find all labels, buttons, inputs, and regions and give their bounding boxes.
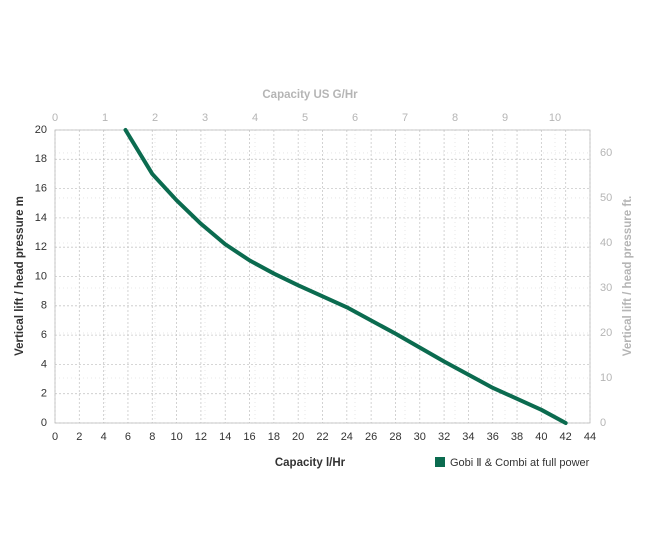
x2-tick-label: 4 [252, 112, 258, 124]
x-tick-label: 38 [511, 431, 523, 443]
x-tick-label: 44 [584, 431, 596, 443]
x-tick-label: 26 [365, 431, 377, 443]
x2-tick-label: 10 [549, 112, 561, 124]
x-tick-label: 40 [535, 431, 547, 443]
legend-label: Gobi Ⅱ & Combi at full power [450, 457, 590, 469]
y-tick-label: 2 [41, 388, 47, 400]
x-axis-label: Capacity l/Hr [275, 457, 346, 469]
y-tick-label: 14 [35, 212, 47, 224]
x-tick-label: 34 [462, 431, 474, 443]
y-tick-label: 4 [41, 358, 47, 370]
y2-tick-label: 40 [600, 237, 612, 249]
y-tick-label: 16 [35, 183, 47, 195]
y2-tick-label: 0 [600, 417, 606, 429]
x-tick-label: 24 [341, 431, 353, 443]
x-tick-label: 8 [149, 431, 155, 443]
y-tick-label: 0 [41, 417, 47, 429]
x-tick-label: 2 [76, 431, 82, 443]
x-tick-label: 0 [52, 431, 58, 443]
x-tick-label: 4 [101, 431, 107, 443]
y2-tick-label: 20 [600, 327, 612, 339]
y-tick-label: 6 [41, 329, 47, 341]
x-tick-label: 22 [316, 431, 328, 443]
x-tick-label: 18 [268, 431, 280, 443]
x-tick-label: 14 [219, 431, 231, 443]
y2-tick-label: 50 [600, 192, 612, 204]
x2-tick-label: 5 [302, 112, 308, 124]
x-tick-label: 36 [487, 431, 499, 443]
x2-axis-label: Capacity US G/Hr [262, 89, 358, 101]
x-tick-label: 30 [414, 431, 426, 443]
y-tick-label: 10 [35, 270, 47, 282]
x-tick-label: 12 [195, 431, 207, 443]
x2-tick-label: 3 [202, 112, 208, 124]
y-axis-label: Vertical lift / head pressure m [14, 196, 26, 356]
y2-tick-label: 60 [600, 147, 612, 159]
x-tick-label: 28 [389, 431, 401, 443]
y-tick-label: 8 [41, 300, 47, 312]
x2-tick-label: 6 [352, 112, 358, 124]
x-tick-label: 10 [170, 431, 182, 443]
line-series [123, 128, 568, 425]
plot-frame [54, 129, 591, 424]
x2-tick-label: 2 [152, 112, 158, 124]
x-tick-label: 20 [292, 431, 304, 443]
y2-axis-label: Vertical lift / head pressure ft. [622, 196, 634, 356]
y2-tick-label: 10 [600, 372, 612, 384]
y-tick-label: 12 [35, 241, 47, 253]
x-tick-label: 32 [438, 431, 450, 443]
x-tick-label: 42 [560, 431, 572, 443]
x2-tick-label: 9 [502, 112, 508, 124]
y-tick-label: 20 [35, 124, 47, 136]
x2-tick-label: 1 [102, 112, 108, 124]
legend-swatch [435, 457, 445, 467]
y-tick-label: 18 [35, 153, 47, 165]
x2-tick-label: 0 [52, 112, 58, 124]
y2-tick-label: 30 [600, 282, 612, 294]
x-tick-label: 6 [125, 431, 131, 443]
x-tick-label: 16 [243, 431, 255, 443]
x2-tick-label: 8 [452, 112, 458, 124]
x2-tick-label: 7 [402, 112, 408, 124]
